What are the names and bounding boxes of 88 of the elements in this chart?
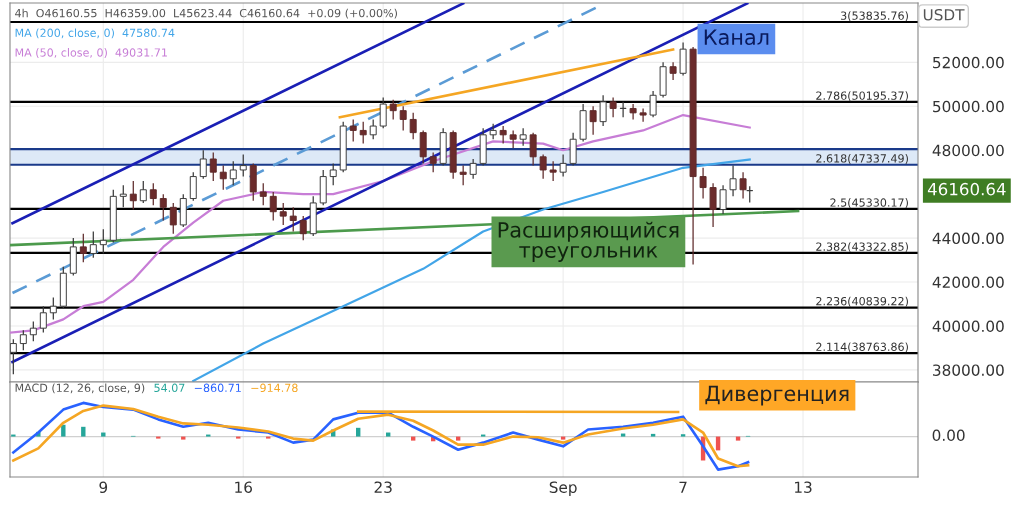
candlestick: [409, 112, 417, 140]
y-tick-label: 50000.00: [933, 100, 1004, 113]
candlestick: [429, 151, 437, 173]
candlestick: [19, 329, 27, 351]
candlestick: [39, 305, 47, 334]
candlestick: [89, 230, 97, 259]
candlestick: [609, 96, 617, 118]
candlestick: [539, 153, 547, 180]
text: MA (50, close, 0) 49031.71: [15, 48, 167, 59]
candlestick: [79, 233, 87, 263]
candlestick: [269, 191, 277, 222]
candlestick: [199, 149, 207, 180]
candlestick: [519, 127, 527, 147]
ref-line-label: 2.5(45330.17): [830, 198, 908, 209]
candlestick: [649, 90, 657, 118]
candlestick: [239, 153, 247, 178]
candlestick: [379, 96, 387, 129]
candlestick: [49, 296, 57, 321]
candlestick: [99, 228, 107, 255]
candlestick: [589, 105, 597, 136]
x-tick-label: 13: [795, 481, 812, 493]
x-tick-label: 23: [374, 481, 392, 493]
y-tick-label: 52000.00: [933, 56, 1004, 69]
annotation: Дивергенция: [705, 385, 849, 406]
x-tick-label: 9: [99, 481, 108, 493]
candlestick: [469, 158, 477, 180]
candlestick: [189, 171, 197, 202]
candlestick: [229, 160, 237, 186]
chart-subtitle: 4h O46160.55 H46359.00 L45623.44 C46160.64 +0.09 (+0.00%): [15, 8, 397, 19]
candlestick: [459, 164, 467, 186]
y-tick-label: 38000.00: [933, 364, 1004, 376]
candlestick: [169, 202, 177, 235]
candlestick: [349, 118, 357, 143]
candlestick: [739, 171, 747, 200]
x-tick-label: 7: [679, 481, 687, 493]
annotation: Расширяющийся треугольник: [498, 221, 679, 262]
candlestick: [259, 182, 267, 206]
candlestick: [29, 320, 37, 342]
candlestick: [159, 193, 167, 222]
candlestick: [639, 107, 647, 123]
candlestick: [129, 180, 137, 211]
text: 0.00: [932, 429, 965, 442]
candlestick: [329, 162, 337, 186]
annotation: Канал: [704, 29, 769, 46]
candlestick: [369, 118, 377, 140]
candlestick: [299, 215, 307, 241]
candlestick: [629, 103, 637, 121]
candlestick: [619, 101, 627, 118]
candlestick: [279, 202, 287, 226]
y-tick-label: 42000.00: [932, 276, 1004, 289]
ref-line-label: 2.618(47337.49): [816, 154, 908, 164]
candlestick: [669, 61, 677, 81]
candlestick: [139, 180, 147, 204]
candlestick: [219, 164, 227, 191]
x-tick-label: 16: [235, 481, 253, 493]
y-tick-label: 40000.00: [932, 320, 1004, 332]
text: 46160.64: [927, 182, 1006, 196]
text: MA (200, close, 0) 47580.74: [15, 28, 175, 39]
candlestick: [209, 151, 217, 182]
text: 54.07: [154, 383, 185, 393]
chart-title: MACD (12, 26, close, 9): [15, 383, 145, 394]
candlestick: [599, 94, 607, 127]
candlestick: [399, 105, 407, 132]
x-tick-label: Sep: [549, 481, 577, 496]
y-tick-label: 44000.00: [932, 232, 1004, 245]
candlestick: [709, 182, 717, 228]
ref-line-label: 2.114(38763.86): [816, 342, 908, 353]
candlestick: [359, 121, 367, 145]
candlestick: [289, 206, 297, 233]
candlestick: [719, 184, 727, 215]
candlestick: [699, 167, 707, 200]
candlestick: [549, 160, 557, 182]
candlestick: [729, 164, 737, 197]
y-tick-label: 48000.00: [932, 144, 1004, 157]
text: −860.71: [194, 383, 241, 393]
ref-line-label: 2.382(43322.85): [816, 242, 908, 253]
candlestick: [509, 129, 517, 149]
ref-line-label: 3(53835.76): [841, 11, 908, 22]
text: USDT: [923, 8, 965, 21]
candlestick: [559, 153, 567, 178]
candlestick: [389, 99, 397, 121]
candlestick: [149, 182, 157, 206]
text: −914.78: [251, 383, 298, 393]
candlestick: [10, 338, 17, 375]
ref-line-label: 2.236(40839.22): [816, 296, 908, 307]
candlestick: [119, 184, 127, 208]
candlestick: [529, 132, 537, 167]
ref-line-label: 2.786(50195.37): [816, 91, 908, 102]
